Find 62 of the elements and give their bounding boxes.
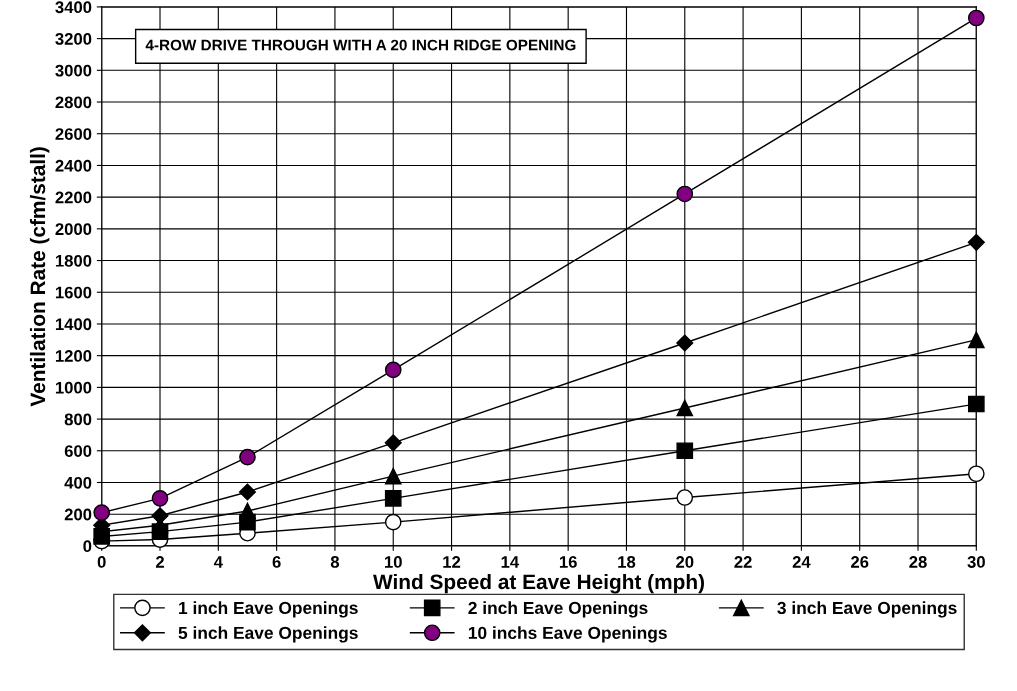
x-tick-label: 22	[734, 556, 752, 568]
y-axis-title: Ventilation Rate (cfm/stall)	[29, 147, 50, 407]
point	[239, 502, 256, 520]
y-tick-label: 0	[83, 540, 92, 553]
point	[384, 513, 402, 531]
x-tick-label: 28	[909, 556, 927, 568]
point	[676, 399, 694, 417]
y-tick-label: 200	[64, 508, 92, 521]
point	[384, 361, 402, 379]
y-tick-label: 3000	[55, 64, 92, 77]
x-tick-label: 24	[792, 556, 811, 568]
point	[967, 465, 985, 483]
y-tick-label: 3200	[55, 33, 92, 45]
y-tick-label: 1800	[55, 254, 92, 267]
x-tick-label: 10	[385, 556, 402, 568]
x-tick-label: 14	[501, 556, 520, 568]
x-tick-label: 2	[155, 556, 164, 568]
point	[676, 334, 694, 352]
point	[151, 489, 169, 507]
legend-label: 3 inch Eave Openings	[777, 601, 957, 618]
x-axis-title: Wind Speed at Eave Height (mph)	[373, 573, 704, 594]
y-tick-label: 1400	[55, 318, 92, 331]
y-tick-label: 1200	[55, 350, 92, 362]
y-tick-label: 2000	[55, 223, 92, 236]
legend-label: 2 inch Eave Openings	[468, 601, 648, 618]
point	[384, 434, 402, 452]
point	[238, 483, 257, 501]
y-tick-label: 400	[64, 476, 92, 489]
point	[967, 9, 985, 27]
x-tick-label: 30	[967, 556, 985, 568]
point	[676, 185, 694, 203]
y-tick-label: 3400	[55, 1, 92, 14]
point	[967, 233, 985, 251]
y-tick-label: 600	[64, 445, 92, 457]
x-tick-label: 16	[559, 556, 577, 568]
legend-label: 10 inchs Eave Openings	[468, 626, 667, 643]
y-tick-label: 2600	[55, 128, 92, 140]
x-tick-label: 0	[97, 556, 106, 568]
y-tick-label: 1000	[55, 381, 92, 394]
y-tick-label: 800	[64, 413, 92, 426]
x-tick-label: 26	[851, 556, 869, 568]
x-tick-label: 18	[618, 556, 636, 568]
y-tick-label: 1600	[55, 286, 92, 299]
point	[384, 467, 402, 485]
point	[676, 489, 694, 506]
point	[384, 489, 402, 507]
point	[239, 448, 256, 466]
point	[676, 442, 694, 460]
x-tick-label: 12	[443, 556, 461, 568]
point	[967, 331, 985, 349]
legend-label: 1 inch Eave Openings	[179, 601, 358, 618]
annotation: 4-ROW DRIVE THROUGH WITH A 20 INCH RIDGE OPENING	[145, 39, 576, 51]
point	[967, 395, 985, 413]
y-tick-label: 2200	[55, 191, 92, 204]
x-tick-label: 6	[272, 556, 281, 568]
x-tick-label: 20	[676, 556, 694, 568]
y-tick-label: 2800	[55, 96, 92, 109]
y-tick-label: 2400	[55, 159, 92, 172]
legend-label: 5 inch Eave Openings	[178, 626, 358, 643]
x-tick-label: 4	[213, 556, 223, 568]
point	[93, 504, 111, 521]
x-tick-label: 8	[330, 556, 340, 568]
